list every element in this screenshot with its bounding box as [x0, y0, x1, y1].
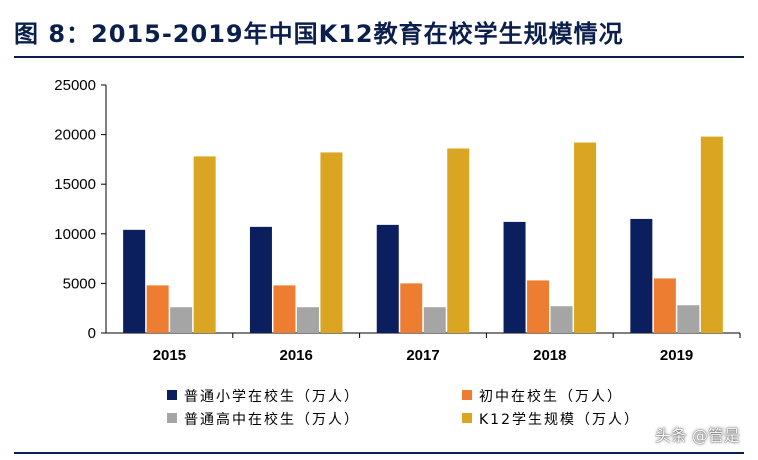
- bar-senior-2016: [296, 307, 319, 333]
- bar-junior-2017: [400, 283, 423, 333]
- bar-junior-2016: [273, 285, 296, 333]
- x-tick-label-2017: 2017: [406, 347, 439, 364]
- y-tick-label-0: 0: [88, 325, 96, 342]
- legend-label-senior: 普通高中在校生（万人）: [184, 411, 360, 428]
- y-tick-label-5000: 5000: [63, 275, 96, 292]
- legend-label-primary: 普通小学在校生（万人）: [184, 388, 360, 405]
- bars-layer: [123, 136, 723, 333]
- bar-primary-2016: [249, 226, 272, 333]
- bottom-divider: [14, 452, 744, 454]
- y-tick-label-25000: 25000: [54, 77, 96, 94]
- x-tick-label-2019: 2019: [660, 347, 693, 364]
- bar-k12-2015: [193, 156, 216, 333]
- bar-primary-2015: [123, 229, 146, 333]
- x-tick-label-2016: 2016: [280, 347, 313, 364]
- bar-senior-2017: [423, 307, 446, 333]
- bar-k12-2018: [574, 142, 597, 333]
- bar-junior-2018: [527, 280, 550, 333]
- y-tick-label-10000: 10000: [54, 226, 96, 243]
- title-divider: [14, 56, 744, 58]
- bar-k12-2017: [447, 148, 470, 333]
- chart-title: 图 8：2015-2019年中国K12教育在校学生规模情况: [14, 20, 624, 48]
- x-tick-label-2015: 2015: [153, 347, 186, 364]
- bar-k12-2019: [700, 136, 723, 333]
- legend-label-k12: K12学生规模（万人）: [479, 412, 640, 428]
- bar-primary-2018: [503, 221, 526, 333]
- legend-swatch-senior: [167, 413, 177, 423]
- bar-junior-2019: [653, 278, 676, 333]
- legend-swatch-junior: [462, 390, 472, 400]
- bar-senior-2015: [170, 307, 193, 333]
- bar-senior-2018: [550, 306, 573, 333]
- bar-senior-2019: [677, 305, 700, 333]
- legend: 普通小学在校生（万人） 初中在校生（万人） 普通高中在校生（万人） K12学生规模（万…: [167, 388, 640, 428]
- y-tick-label-20000: 20000: [54, 127, 96, 144]
- bar-junior-2015: [146, 285, 169, 333]
- watermark: 头条 @管是: [654, 426, 740, 445]
- y-tick-label-15000: 15000: [54, 176, 96, 193]
- legend-swatch-primary: [167, 390, 177, 400]
- bar-primary-2017: [376, 224, 399, 333]
- legend-label-junior: 初中在校生（万人）: [479, 388, 623, 405]
- x-tick-label-2018: 2018: [533, 347, 566, 364]
- bar-k12-2016: [320, 152, 343, 333]
- legend-swatch-k12: [462, 413, 472, 423]
- bar-primary-2019: [630, 218, 653, 333]
